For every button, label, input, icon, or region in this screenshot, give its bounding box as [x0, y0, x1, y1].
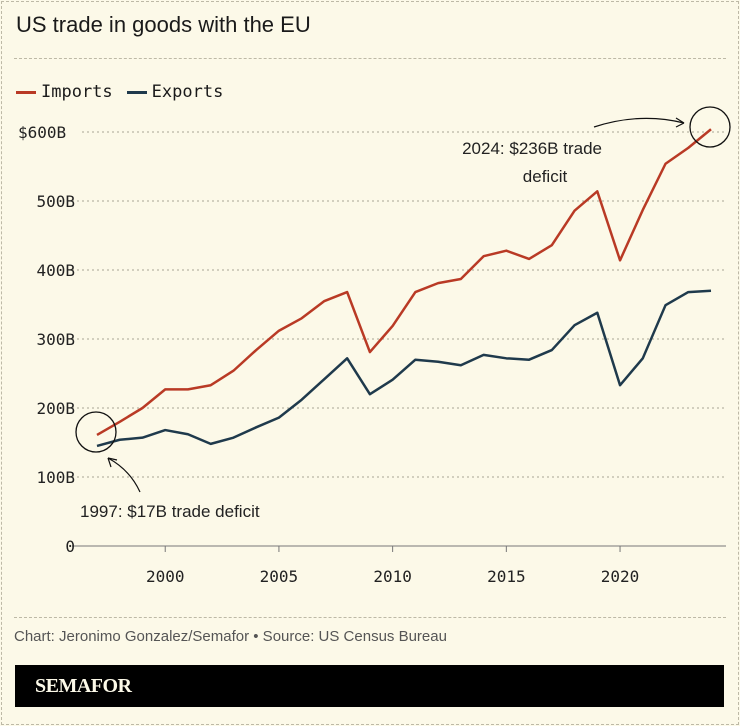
y-tick-label: 500B: [36, 192, 75, 211]
chart-title: US trade in goods with the EU: [16, 12, 311, 37]
divider: [14, 617, 726, 618]
legend-label: Imports: [41, 82, 113, 102]
x-tick-label: 2020: [601, 567, 640, 586]
semafor-logo: SEMAFOR: [35, 675, 132, 697]
x-tick-label: 2005: [260, 567, 299, 586]
annotation-1997: 1997: $17B trade deficit: [80, 502, 260, 521]
exports-line: [96, 289, 712, 448]
source-credit: Chart: Jeronimo Gonzalez/Semafor • Sourc…: [14, 628, 447, 645]
divider: [14, 58, 726, 59]
y-tick-label: 100B: [36, 468, 75, 487]
y-tick-label: $600B: [18, 123, 66, 142]
legend: Imports Exports: [16, 82, 223, 102]
imports-line: [96, 128, 712, 436]
legend-exports: Exports: [126, 82, 224, 102]
annotation-2024-line2: deficit: [523, 167, 568, 186]
annotation-arrow-2024: [593, 117, 685, 128]
annotation-2024-line1: 2024: $236B trade: [462, 139, 602, 158]
annotation-circle-1997: [75, 411, 117, 453]
x-tick-label: 2015: [487, 567, 526, 586]
exports-swatch: [126, 90, 147, 94]
y-tick-label: 0: [65, 537, 75, 556]
y-tick-label: 400B: [36, 261, 75, 280]
legend-label: Exports: [151, 82, 224, 102]
imports-swatch: [16, 90, 36, 94]
annotation-arrow-1997: [107, 457, 141, 493]
x-tick-label: 2010: [373, 567, 412, 586]
arrowhead-icon: [675, 117, 685, 128]
brand-bar: SEMAFOR: [15, 665, 724, 707]
y-tick-label: 300B: [36, 330, 75, 349]
x-tick-label: 2000: [146, 567, 185, 586]
y-tick-label: 200B: [36, 399, 75, 418]
legend-imports: Imports: [16, 82, 113, 102]
annotation-circle-2024: [689, 106, 731, 148]
arrowhead-icon: [107, 457, 118, 468]
